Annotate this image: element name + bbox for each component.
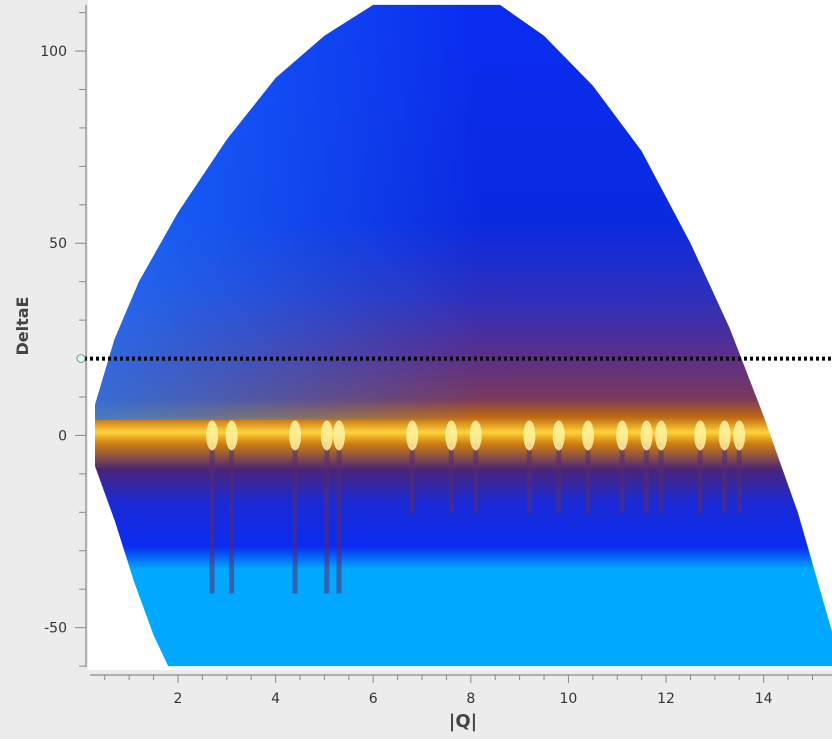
y-tick-label: 0: [58, 428, 67, 444]
bragg-peak-streak: [722, 443, 728, 514]
bragg-peak-streak: [448, 443, 454, 514]
bragg-peak-streak: [556, 443, 562, 514]
y-tick-label: 50: [49, 236, 67, 252]
bragg-peak: [581, 420, 594, 451]
x-tick-label: 2: [174, 691, 183, 707]
bragg-peak: [655, 420, 668, 451]
bragg-peaks: [206, 420, 746, 594]
bragg-peak-streak: [697, 443, 703, 514]
bragg-peak-streak: [324, 443, 330, 594]
x-tick-label: 4: [271, 691, 280, 707]
bragg-peak-streak: [526, 443, 532, 514]
bragg-peak: [445, 420, 458, 451]
x-tick-label: 14: [755, 691, 773, 707]
bragg-peak-streak: [409, 443, 415, 514]
bragg-peak: [718, 420, 731, 451]
bragg-peak-streak: [229, 443, 235, 594]
y-axis-label: DeltaE: [13, 297, 32, 356]
bragg-peak: [552, 420, 565, 451]
bragg-peak: [694, 420, 707, 451]
bragg-peak: [406, 420, 419, 451]
bragg-peak-streak: [619, 443, 625, 514]
bragg-peak: [333, 420, 346, 451]
bragg-peak: [225, 420, 238, 451]
bragg-peak-streak: [736, 443, 742, 514]
bragg-peak: [206, 420, 219, 451]
bragg-peak-streak: [292, 443, 298, 594]
bragg-peak-streak: [585, 443, 591, 514]
bragg-peak: [616, 420, 629, 451]
x-tick-label: 12: [657, 691, 675, 707]
bragg-peak: [640, 420, 653, 451]
bragg-peak: [469, 420, 482, 451]
cut-line-handle[interactable]: [76, 354, 86, 364]
x-tick-label: 8: [466, 691, 475, 707]
x-axis-ticks: 2 4 6 8 10 12 14: [104, 675, 813, 707]
y-axis-ticks: -50 0 50 100: [40, 12, 86, 667]
bragg-peak-streak: [658, 443, 664, 514]
x-tick-label: 10: [560, 691, 578, 707]
bragg-peak-streak: [644, 443, 650, 514]
bragg-peak-streak: [336, 443, 342, 594]
bragg-peak-streak: [473, 443, 479, 514]
bragg-peak: [289, 420, 302, 451]
y-tick-label: -50: [44, 621, 67, 637]
x-axis-label: |Q|: [449, 711, 477, 732]
bragg-peak-streak: [209, 443, 215, 594]
bragg-peak: [523, 420, 536, 451]
bragg-peak: [320, 420, 333, 451]
bragg-peak: [733, 420, 746, 451]
x-tick-label: 6: [369, 691, 378, 707]
y-tick-label: 100: [40, 44, 67, 60]
